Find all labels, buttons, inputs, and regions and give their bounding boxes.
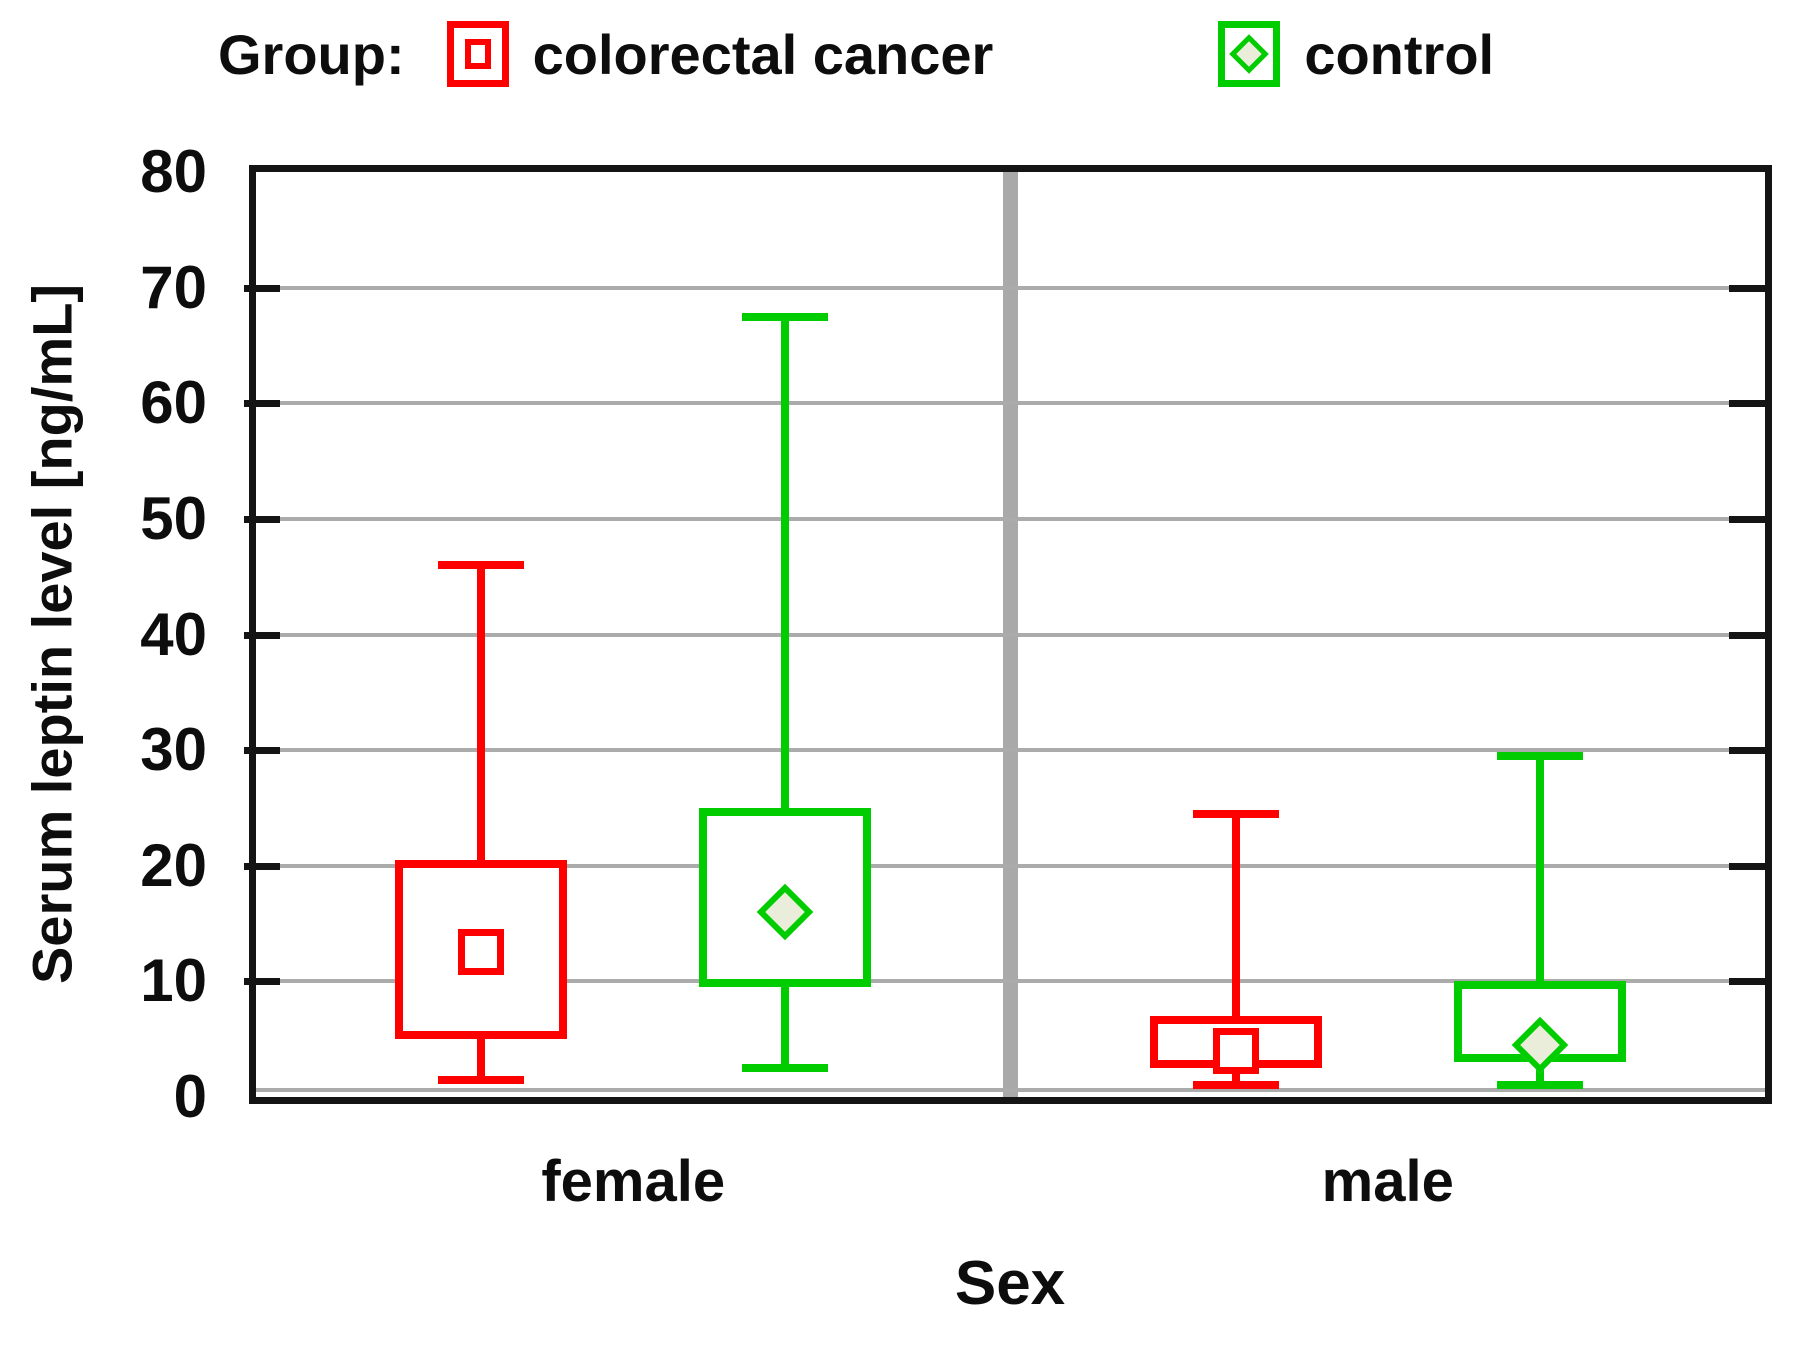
colorectal-cancer-female-whisker bbox=[477, 565, 486, 1080]
legend: Group: colorectal cancer control bbox=[218, 14, 1494, 94]
control-female-whisker-cap-bottom bbox=[742, 1064, 829, 1073]
gridline-70 bbox=[256, 285, 1765, 290]
y-tick-left-40 bbox=[244, 631, 280, 639]
colorectal-cancer-female-whisker-cap-bottom bbox=[438, 1075, 525, 1084]
colorectal-cancer-male-whisker bbox=[1231, 813, 1240, 1086]
colorectal-cancer-male-whisker-cap-top bbox=[1192, 809, 1279, 818]
gridline-10 bbox=[256, 979, 1765, 984]
x-category-label-female: female bbox=[541, 1149, 726, 1214]
y-tick-label-50: 50 bbox=[140, 484, 207, 552]
y-tick-left-30 bbox=[244, 747, 280, 755]
legend-marker-colorectal-cancer bbox=[446, 21, 509, 87]
legend-title: Group: bbox=[218, 22, 405, 86]
control-female-whisker-cap-top bbox=[742, 312, 829, 321]
y-tick-right-40 bbox=[1729, 631, 1765, 639]
y-tick-left-60 bbox=[244, 400, 280, 408]
square-marker-icon bbox=[464, 39, 491, 69]
control-male-whisker-cap-top bbox=[1496, 751, 1583, 760]
y-tick-right-60 bbox=[1729, 400, 1765, 408]
x-category-label-male: male bbox=[1321, 1149, 1454, 1214]
gridline-20 bbox=[256, 863, 1765, 868]
y-tick-label-40: 40 bbox=[140, 600, 207, 668]
y-tick-right-10 bbox=[1729, 978, 1765, 986]
colorectal-cancer-female-median-marker bbox=[458, 929, 505, 976]
control-female-whisker bbox=[781, 316, 790, 1069]
y-tick-right-50 bbox=[1729, 515, 1765, 523]
y-tick-label-60: 60 bbox=[140, 369, 207, 437]
gridline-30 bbox=[256, 748, 1765, 753]
gridline-baseline bbox=[256, 1088, 1765, 1092]
y-tick-label-80: 80 bbox=[140, 138, 207, 205]
y-tick-label-70: 70 bbox=[140, 253, 207, 321]
x-axis-title: Sex bbox=[954, 1249, 1066, 1318]
y-tick-right-70 bbox=[1729, 284, 1765, 292]
y-tick-left-50 bbox=[244, 515, 280, 523]
legend-label-control: control bbox=[1304, 22, 1495, 86]
y-tick-right-30 bbox=[1729, 747, 1765, 755]
control-male-whisker-cap-bottom bbox=[1496, 1081, 1583, 1090]
control-male-whisker bbox=[1535, 755, 1544, 1086]
y-tick-left-70 bbox=[244, 284, 280, 292]
y-tick-left-10 bbox=[244, 978, 280, 986]
y-tick-label-30: 30 bbox=[140, 716, 207, 784]
colorectal-cancer-female-whisker-cap-top bbox=[438, 561, 525, 570]
y-tick-left-20 bbox=[244, 862, 280, 870]
gridline-60 bbox=[256, 401, 1765, 406]
legend-marker-control bbox=[1218, 21, 1281, 87]
colorectal-cancer-male-whisker-cap-bottom bbox=[1192, 1081, 1279, 1090]
colorectal-cancer-male-median-marker bbox=[1212, 1027, 1259, 1074]
y-tick-label-20: 20 bbox=[140, 831, 207, 899]
legend-label-colorectal-cancer: colorectal cancer bbox=[532, 22, 994, 86]
y-tick-label-10: 10 bbox=[140, 947, 207, 1015]
gridline-50 bbox=[256, 516, 1765, 521]
y-tick-right-20 bbox=[1729, 862, 1765, 870]
y-tick-label-0: 0 bbox=[173, 1063, 207, 1130]
gridline-40 bbox=[256, 632, 1765, 637]
